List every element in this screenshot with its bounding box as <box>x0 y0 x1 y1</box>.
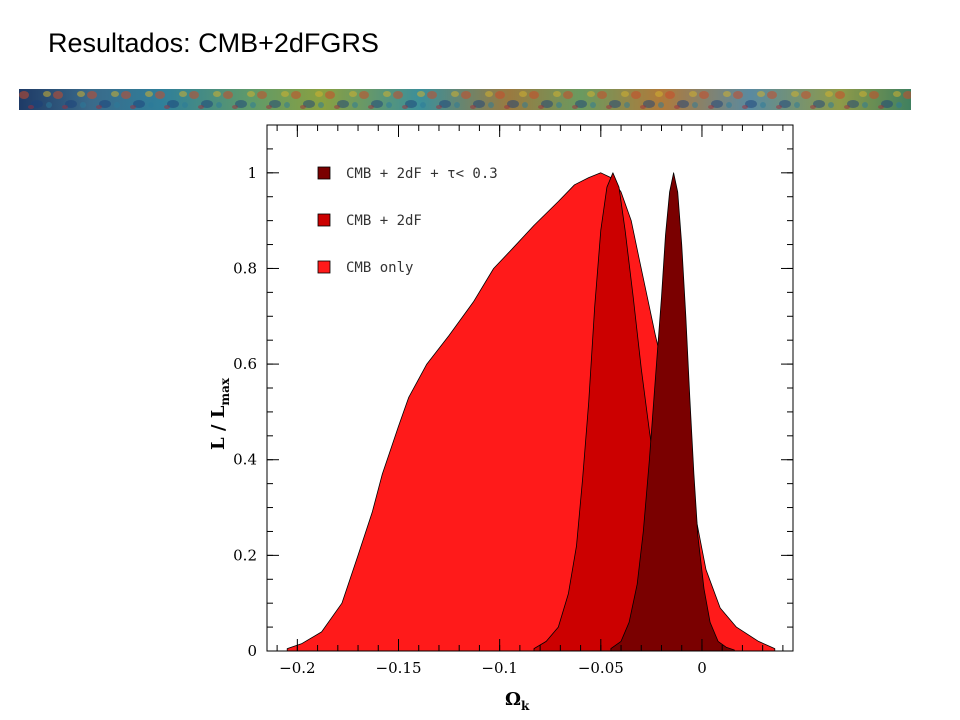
legend-swatch <box>317 260 331 274</box>
x-axis-label-main: Ω <box>505 689 521 710</box>
y-tick-label: 1 <box>247 164 257 182</box>
y-axis-label-main: L / L <box>208 405 229 450</box>
x-axis-label-sub: k <box>521 699 530 713</box>
y-tick-label: 0.8 <box>233 259 257 277</box>
area-series-2 <box>610 172 735 652</box>
x-tick-label: −0.05 <box>578 659 624 677</box>
y-tick-label: 0.6 <box>233 355 257 373</box>
y-tick-label: 0.2 <box>233 546 257 564</box>
y-axis-label-sub: max <box>218 377 232 405</box>
cmb-map-banner <box>19 89 911 110</box>
x-tick-label: −0.2 <box>279 659 315 677</box>
legend: CMB + 2dF + τ< 0.3 CMB + 2dF CMB only <box>317 166 498 276</box>
legend-label: CMB + 2dF <box>346 213 422 229</box>
legend-label: CMB only <box>346 260 413 276</box>
x-tick-label: −0.15 <box>376 659 422 677</box>
x-tick-label: 0 <box>697 659 707 677</box>
x-tick-label: −0.1 <box>481 659 517 677</box>
y-axis-ticks: 0 0.2 0.4 0.6 0.8 1 <box>233 148 793 660</box>
y-axis-label: L / Lmax <box>208 377 232 450</box>
y-tick-label: 0.4 <box>233 451 257 469</box>
x-axis-ticks: −0.2 −0.15 −0.1 −0.05 0 <box>276 125 784 677</box>
y-tick-label: 0 <box>247 642 257 660</box>
slide-title: Resultados: CMB+2dFGRS <box>48 28 379 58</box>
legend-swatch <box>317 166 331 180</box>
legend-swatch <box>317 213 331 227</box>
likelihood-areas <box>286 172 776 652</box>
x-axis-label: Ωk <box>505 689 530 713</box>
legend-label: CMB + 2dF + τ< 0.3 <box>346 166 498 182</box>
